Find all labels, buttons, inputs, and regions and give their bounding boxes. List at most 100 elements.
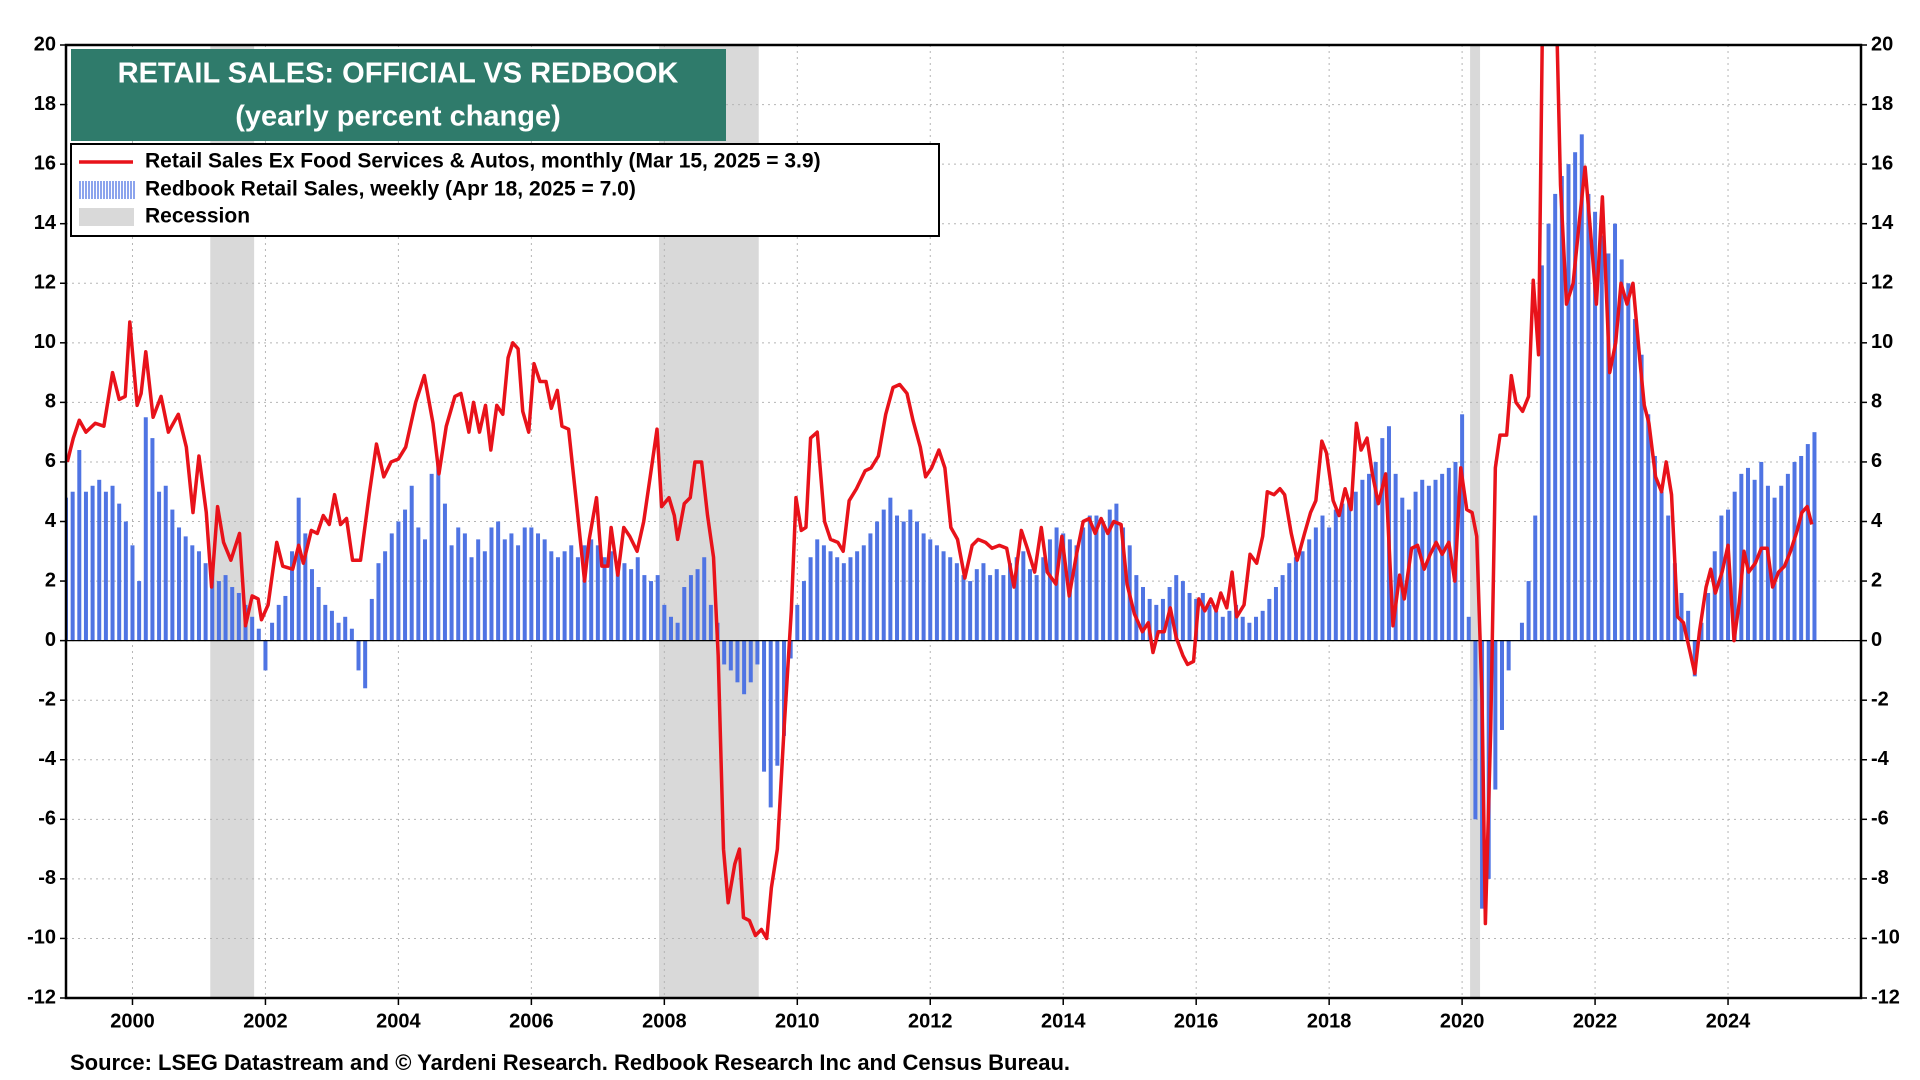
bar bbox=[934, 545, 939, 641]
bar bbox=[130, 545, 135, 641]
bar bbox=[1273, 587, 1278, 641]
bar bbox=[1672, 563, 1677, 641]
bar bbox=[808, 557, 813, 641]
bar bbox=[615, 563, 620, 641]
bar bbox=[303, 533, 308, 641]
legend bbox=[79, 160, 135, 226]
bar bbox=[1632, 318, 1637, 641]
bar bbox=[1400, 497, 1405, 641]
bar bbox=[1320, 515, 1325, 641]
bar bbox=[609, 551, 614, 641]
bar bbox=[1160, 598, 1165, 641]
bar bbox=[250, 616, 255, 641]
bar bbox=[848, 557, 853, 641]
x-tick-label: 2014 bbox=[1041, 1010, 1086, 1032]
y2-tick-label: 10 bbox=[1871, 331, 1893, 353]
bar bbox=[1712, 551, 1717, 641]
bar bbox=[881, 509, 886, 641]
source-note: Source: LSEG Datastream and © Yardeni Re… bbox=[70, 1050, 1070, 1075]
y-tick-label: -8 bbox=[38, 867, 56, 889]
bar bbox=[1686, 610, 1691, 641]
bar bbox=[1147, 598, 1152, 641]
bar bbox=[895, 515, 900, 641]
bar bbox=[782, 640, 786, 736]
bar bbox=[549, 551, 554, 641]
bar bbox=[329, 610, 334, 641]
bar bbox=[1546, 223, 1551, 641]
bar bbox=[582, 545, 587, 641]
bar bbox=[270, 622, 275, 641]
bar bbox=[1094, 515, 1099, 641]
x-tick-label: 2002 bbox=[243, 1010, 288, 1032]
bar bbox=[1586, 193, 1591, 641]
bar bbox=[1639, 354, 1644, 641]
bar bbox=[649, 581, 654, 641]
bar bbox=[1426, 485, 1431, 641]
bar bbox=[622, 563, 627, 641]
bar bbox=[1234, 604, 1239, 641]
chart-subtitle: (yearly percent change) bbox=[235, 101, 561, 133]
bar bbox=[343, 616, 348, 641]
bar bbox=[449, 545, 454, 641]
legend-swatch bbox=[79, 208, 134, 226]
bar bbox=[1200, 592, 1205, 641]
bar bbox=[1500, 640, 1504, 730]
bar bbox=[77, 450, 82, 641]
bar bbox=[1619, 259, 1624, 641]
bar bbox=[409, 485, 414, 641]
y-tick-label: -4 bbox=[38, 748, 57, 770]
bar bbox=[316, 587, 321, 641]
x-tick-label: 2004 bbox=[376, 1010, 421, 1032]
y2-tick-label: -8 bbox=[1871, 867, 1889, 889]
bar bbox=[476, 539, 481, 641]
bar bbox=[1240, 616, 1245, 641]
bar bbox=[522, 527, 527, 641]
bar bbox=[1413, 491, 1418, 641]
bar bbox=[569, 545, 574, 641]
bar bbox=[256, 628, 261, 641]
bar bbox=[103, 491, 108, 641]
bar bbox=[1254, 616, 1259, 641]
bar bbox=[1706, 592, 1711, 641]
bar bbox=[961, 575, 966, 641]
bar bbox=[1347, 497, 1352, 641]
bar bbox=[748, 640, 753, 683]
y-tick-label: 8 bbox=[45, 391, 56, 413]
bar bbox=[516, 545, 521, 641]
bar bbox=[795, 604, 800, 641]
bar bbox=[1121, 527, 1126, 641]
bar bbox=[489, 527, 494, 641]
bar bbox=[1014, 557, 1019, 641]
bar bbox=[469, 557, 474, 641]
bar bbox=[589, 539, 594, 641]
bar bbox=[1566, 164, 1571, 641]
bar bbox=[170, 509, 175, 641]
bar bbox=[1380, 438, 1385, 641]
bar bbox=[1646, 414, 1651, 641]
bar bbox=[1613, 223, 1618, 641]
bar bbox=[423, 539, 427, 641]
bar bbox=[1373, 461, 1378, 641]
bar bbox=[536, 533, 541, 641]
bar bbox=[728, 640, 733, 671]
y-tick-label: 14 bbox=[34, 212, 57, 234]
bar bbox=[1021, 551, 1026, 641]
bar bbox=[542, 539, 547, 641]
legend-label: Retail Sales Ex Food Services & Autos, m… bbox=[145, 150, 821, 173]
bar bbox=[1799, 455, 1804, 641]
bar bbox=[1599, 235, 1604, 641]
bar bbox=[1745, 467, 1750, 641]
bar bbox=[1652, 455, 1657, 641]
y-tick-label: 4 bbox=[45, 510, 57, 532]
bar bbox=[143, 417, 148, 641]
bar bbox=[83, 491, 88, 641]
bar bbox=[442, 503, 447, 641]
y2-tick-label: 14 bbox=[1871, 212, 1894, 234]
bar bbox=[1579, 134, 1584, 641]
bar bbox=[190, 545, 195, 641]
title-box bbox=[71, 49, 726, 141]
bar bbox=[1606, 253, 1611, 641]
bar bbox=[183, 536, 188, 641]
y2-tick-label: -12 bbox=[1871, 986, 1900, 1008]
bar bbox=[223, 575, 228, 641]
